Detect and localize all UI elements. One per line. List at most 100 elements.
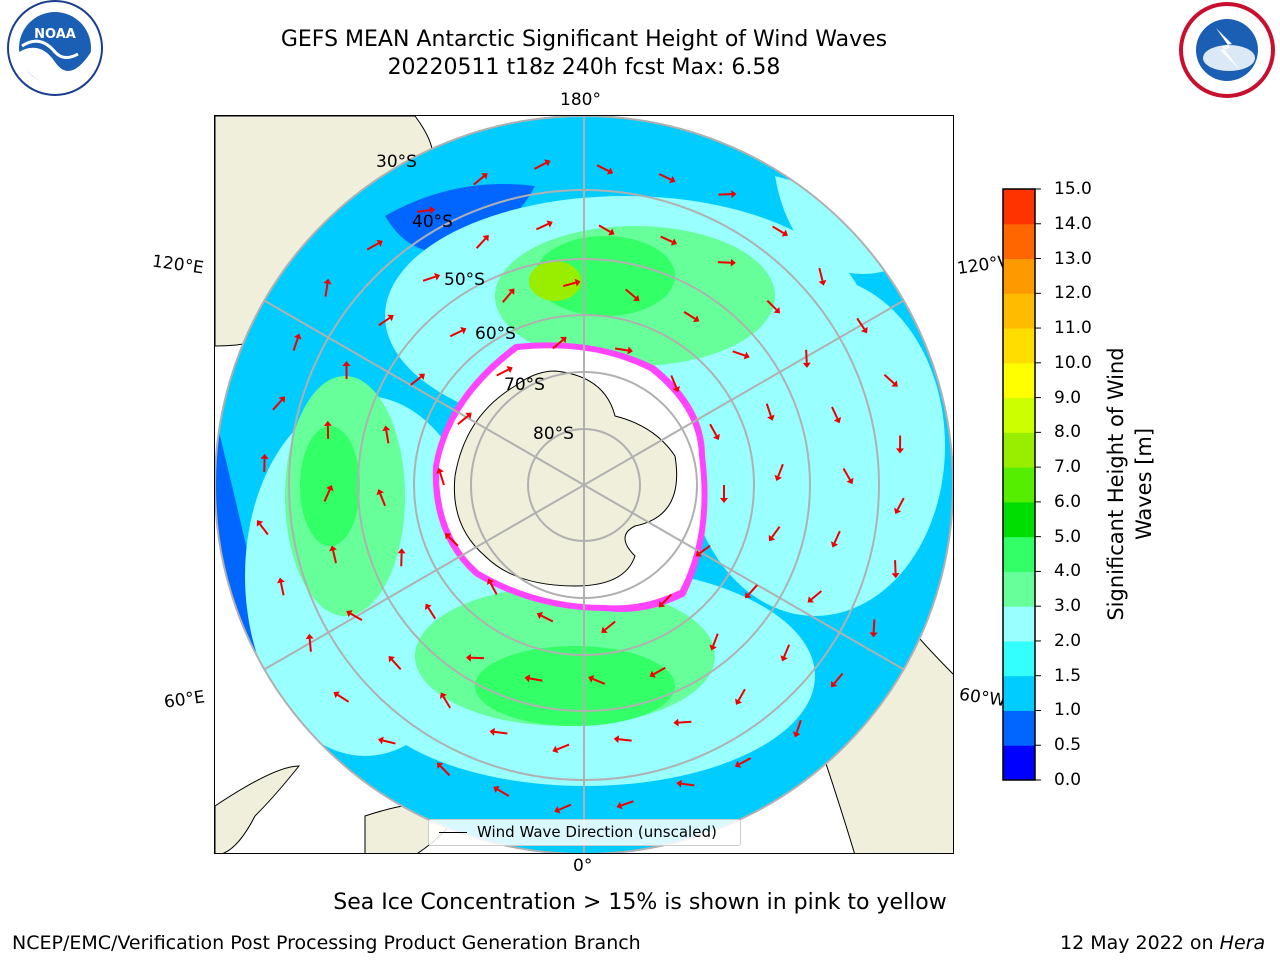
wind-wave-arrow-shaft [378,317,391,327]
wind-wave-arrow-shaft [717,261,731,264]
wind-wave-arrow-head [833,417,842,424]
wind-wave-arrow-shaft [558,803,572,811]
wind-wave-arrow-head [418,373,425,380]
nws-logo [1179,2,1275,98]
wind-wave-arrow-shaft [818,267,824,282]
latitude-label-70s: 70°S [504,375,545,395]
wind-wave-arrow-head [731,190,737,199]
wind-wave-arrow-head [465,412,472,420]
colorbar-border [1002,188,1036,781]
colorbar-segment [1003,710,1035,746]
wind-wave-arrow-head [493,785,500,793]
colorbar-segment [1003,293,1035,329]
wind-wave-arrow-head [482,234,489,242]
wind-wave-arrow-head [508,288,515,295]
latitude-label-30s: 30°S [376,152,417,172]
wind-wave-arrow-head [444,533,452,540]
wind-wave-arrow-head [323,420,332,426]
map-canvas [215,116,953,853]
wind-wave-arrow-head [554,806,561,814]
map-legend: Wind Wave Direction (unscaled) [428,819,741,846]
wind-wave-arrow-head [256,520,264,527]
wind-wave-arrow-shaft [618,738,632,742]
wind-wave-arrow-head [460,327,467,335]
colorbar-segment [1003,467,1035,503]
wind-wave-arrow-shaft [598,224,611,233]
wind-wave-arrow-head [436,467,444,474]
land-africa [215,765,301,853]
wind-wave-arrow-head [382,425,391,432]
wind-wave-arrow-head [743,351,750,360]
wind-wave-arrow-shaft [379,493,387,507]
chart-title: GEFS MEAN Antarctic Significant Height o… [280,27,888,52]
wind-wave-arrow-head [552,745,559,754]
wind-wave-arrow-head [439,692,447,699]
wind-wave-arrow-head [768,534,776,542]
wind-wave-arrow-shaft [805,349,808,363]
wind-wave-arrow-shaft [833,530,841,544]
colorbar-title: Significant Height of Wind Waves [m] [1102,347,1158,620]
wind-wave-arrow-head [894,507,902,514]
wind-wave-arrow-shaft [529,677,543,682]
wind-wave-arrow-shaft [422,275,436,282]
wind-wave-arrow-head [774,474,782,481]
latitude-label-80s: 80°S [533,424,574,444]
wind-wave-arrow-head [560,336,567,344]
colorbar-tick-label: 5.0 [1054,526,1082,547]
wind-wave-arrow-head [773,306,781,314]
wind-wave-arrow-head [436,762,444,769]
colorbar-segment [1003,432,1035,468]
wind-wave-arrow-shaft [473,175,485,186]
wind-wave-arrow-head [613,735,620,744]
wind-wave-arrow-head [424,603,432,610]
wind-wave-arrow-shaft [337,694,350,703]
wind-wave-arrow-shaft [681,782,695,787]
wind-wave-arrow-shaft [661,593,673,605]
wind-wave-arrow-shaft [534,161,547,170]
wind-wave-arrow-head [323,278,332,285]
wind-wave-arrow-shaft [615,347,629,352]
wind-wave-arrow-head [544,159,551,167]
wind-wave-arrow-head [489,727,495,736]
wind-wave-arrow-head [846,477,854,485]
wind-wave-arrow-shaft [699,544,711,555]
wind-wave-arrow-head [745,592,752,599]
wind-wave-arrow-shaft [308,638,312,652]
wind-wave-arrow-head [670,238,678,246]
wind-wave-arrow-head [278,396,286,403]
wind-wave-arrow-head [486,578,495,585]
wind-wave-arrow-shaft [795,720,802,733]
wind-wave-arrow-head [536,612,544,620]
wind-wave-arrow-shaft [653,666,666,675]
land-antarctica [453,370,678,587]
wind-wave-arrow-shaft [670,375,678,388]
wind-wave-arrow-shaft [683,311,696,320]
wind-wave-arrow-shaft [497,788,510,797]
colorbar-tick-label: 0.5 [1054,735,1082,756]
latitude-label-40s: 40°S [412,212,453,232]
wind-wave-arrow-head [807,596,814,603]
wind-wave-arrow-head [735,698,742,705]
wind-wave-arrow-head [333,691,340,699]
wind-wave-arrow-head [672,385,681,393]
wind-wave-arrow-head [608,228,615,236]
svg-text:NOAA: NOAA [34,27,76,42]
wind-wave-arrow-shaft [894,560,897,574]
wind-wave-arrow-head [377,736,384,745]
wind-wave-arrow-shaft [350,612,363,622]
colorbar-tick-label: 2.0 [1054,630,1082,651]
wind-wave-arrow-head [260,453,269,460]
colorbar-segment [1003,745,1035,781]
colorbar-segment [1003,675,1035,711]
wind-wave-arrow-shaft [391,659,402,671]
wind-wave-arrow-shaft [737,688,746,701]
wind-wave-arrow-shaft [712,633,719,647]
wind-wave-arrows [256,159,905,814]
wind-wave-arrow-head [305,633,314,640]
wind-wave-arrow-shaft [660,235,673,243]
wind-wave-arrow-head [649,670,656,678]
wind-wave-arrow-head [830,541,839,548]
wind-wave-arrow-shaft [658,173,672,181]
colorbar-segment [1003,258,1035,294]
wind-wave-arrow-head [429,206,436,215]
